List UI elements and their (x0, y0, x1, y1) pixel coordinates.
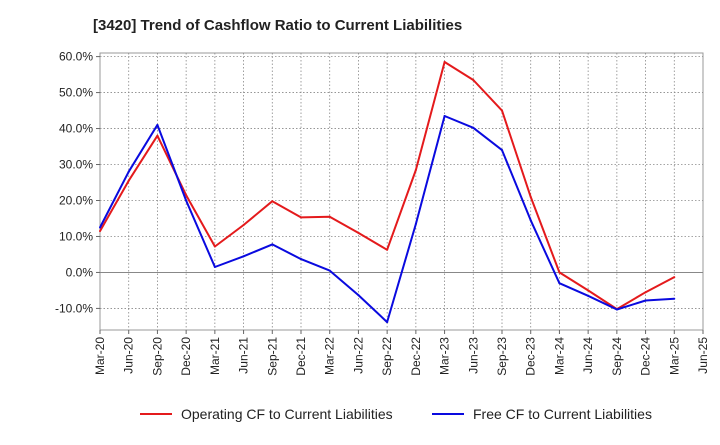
operating-cf-point (587, 289, 590, 292)
legend: Operating CF to Current Liabilities Free … (140, 406, 652, 422)
free-cf-point (386, 321, 389, 324)
free-cf-point (185, 199, 188, 202)
operating-cf-point (443, 60, 446, 63)
y-tick-label: 0.0% (66, 265, 94, 279)
x-tick-label: Jun-24 (581, 337, 595, 374)
y-tick-label: 50.0% (59, 86, 93, 100)
operating-cf-point (472, 78, 475, 81)
x-tick-label: Jun-20 (122, 337, 136, 374)
operating-cf-point (213, 245, 216, 248)
free-cf-point (558, 282, 561, 285)
free-cf-point (156, 123, 159, 126)
operating-cf-point (300, 216, 302, 219)
x-tick-label: Dec-21 (294, 337, 308, 376)
operating-cf-point (529, 195, 532, 198)
chart-title: [3420] Trend of Cashflow Ratio to Curren… (93, 17, 462, 34)
operating-cf-point (328, 215, 331, 218)
x-tick-label: Jun-23 (466, 337, 480, 374)
y-tick-label: 40.0% (59, 122, 93, 136)
x-tick-label: Sep-21 (265, 337, 279, 376)
plot-area: 60.0% 50.0% 40.0% 30.0% 20.0% 10.0% 0.0% -10.0%… (55, 50, 710, 376)
x-tick-label: Dec-20 (179, 337, 193, 376)
legend-operating-cf-label: Operating CF to Current Liabilities (181, 406, 393, 422)
x-tick-label: Mar-24 (552, 337, 566, 375)
x-tick-label: Jun-25 (696, 337, 710, 374)
free-cf-point (357, 294, 360, 297)
x-tick-label: Dec-24 (639, 337, 653, 376)
operating-cf-point (185, 194, 188, 197)
y-tick-label: -10.0% (55, 301, 93, 315)
free-cf-point (328, 269, 331, 272)
free-cf-point (472, 126, 475, 129)
operating-cf-point (357, 231, 360, 234)
x-tick-label: Mar-20 (93, 337, 107, 375)
plot-frame (99, 52, 704, 331)
y-tick-label: 60.0% (59, 50, 93, 64)
operating-cf-point (644, 291, 647, 294)
x-tick-label: Mar-21 (208, 337, 222, 375)
free-cf-point (644, 299, 647, 302)
operating-cf-point (501, 109, 503, 112)
free-cf-point (414, 222, 417, 225)
x-tick-label: Dec-22 (409, 337, 423, 376)
x-tick-label: Mar-22 (323, 337, 337, 375)
free-cf-point (213, 266, 216, 269)
free-cf-point (242, 255, 245, 258)
legend-free-cf-label: Free CF to Current Liabilities (473, 406, 652, 422)
free-cf-point (615, 308, 618, 311)
operating-cf-point (673, 276, 676, 279)
x-tick-label: Dec-23 (524, 337, 538, 376)
free-cf-point (300, 258, 302, 261)
operating-cf-point (242, 223, 245, 226)
x-tick-label: Sep-22 (380, 337, 394, 376)
x-tick-label: Jun-21 (237, 337, 251, 374)
free-cf-point (271, 243, 274, 246)
operating-cf-point (156, 134, 159, 137)
free-cf-point (673, 297, 676, 300)
x-tick-label: Sep-23 (495, 337, 509, 376)
x-tick-label: Sep-24 (610, 337, 624, 376)
operating-cf-point (271, 200, 274, 203)
x-tick-label: Mar-25 (667, 337, 681, 375)
free-cf-point (99, 226, 101, 229)
y-tick-label: 20.0% (59, 193, 93, 207)
free-cf-point (587, 294, 590, 297)
operating-cf-point (99, 230, 101, 233)
operating-cf-point (127, 179, 130, 182)
operating-cf-point (558, 271, 561, 274)
y-tick-label: 10.0% (59, 229, 93, 243)
free-cf-point (127, 170, 130, 173)
x-tick-label: Mar-23 (438, 337, 452, 375)
y-tick-label: 30.0% (59, 158, 93, 172)
free-cf-point (501, 149, 503, 152)
operating-cf-point (414, 168, 417, 171)
free-cf-point (443, 114, 446, 117)
free-cf-point (529, 219, 532, 222)
x-tick-label: Jun-22 (351, 337, 365, 374)
operating-cf-point (386, 248, 389, 251)
x-tick-label: Sep-20 (150, 337, 164, 376)
